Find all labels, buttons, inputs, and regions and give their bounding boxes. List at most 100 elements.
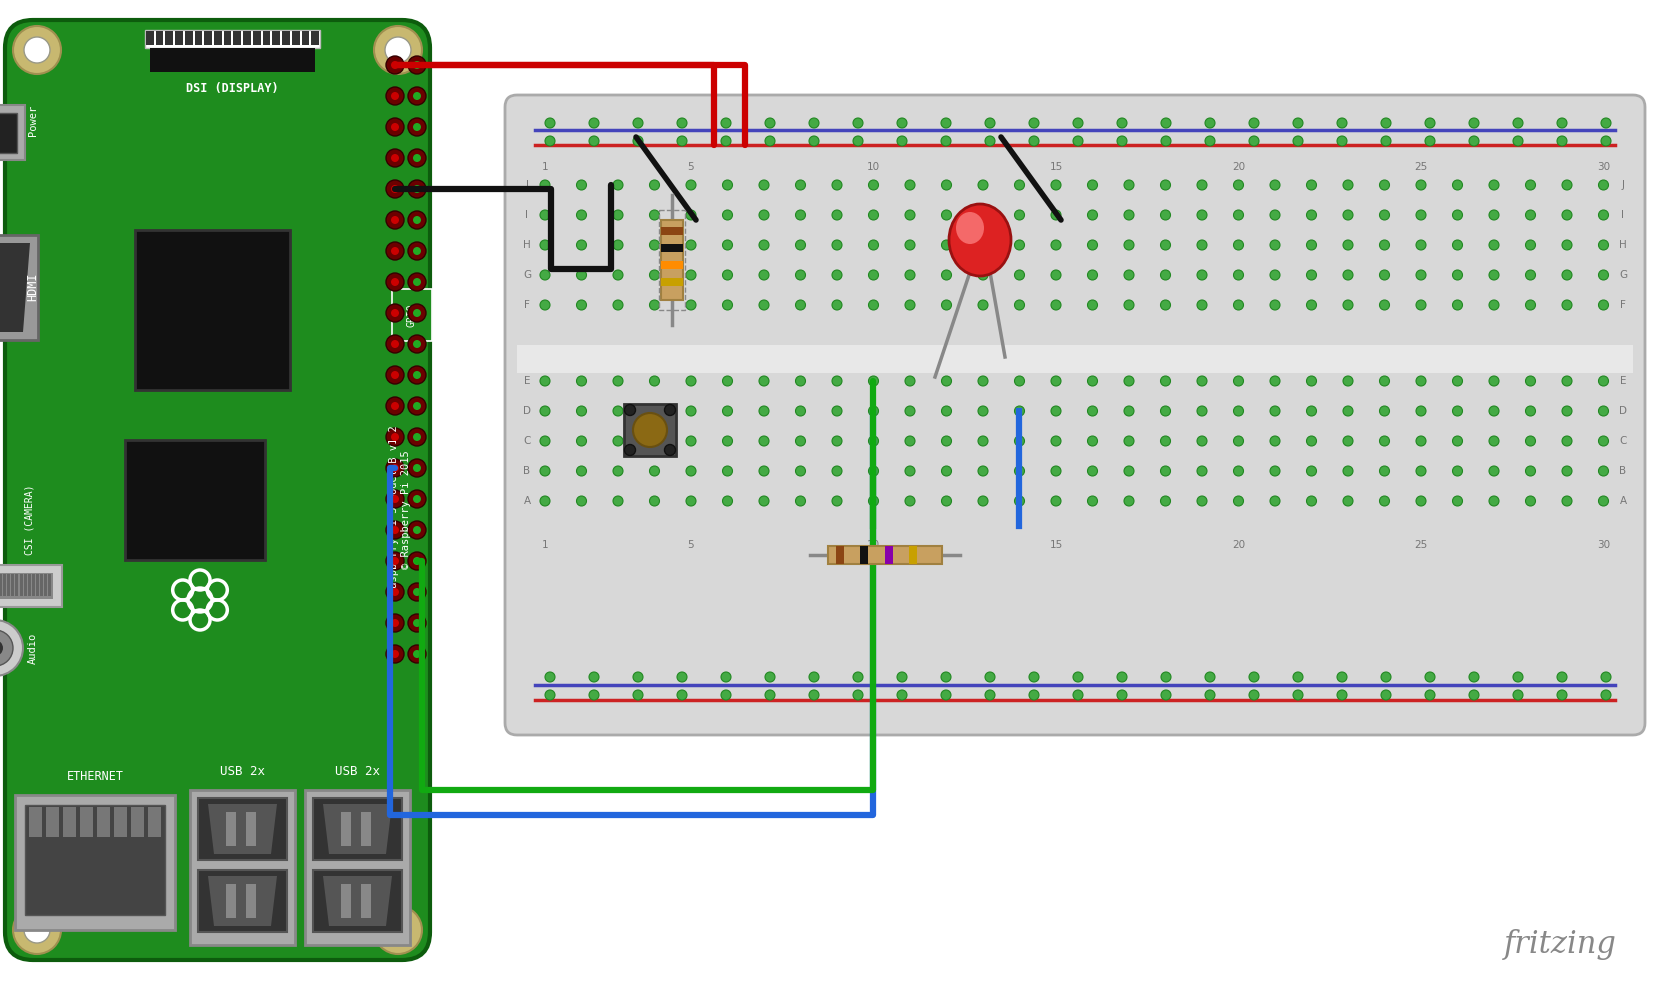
Circle shape — [1512, 136, 1522, 146]
Circle shape — [868, 496, 878, 506]
Circle shape — [1233, 180, 1243, 190]
Circle shape — [1087, 300, 1097, 310]
Circle shape — [1598, 180, 1608, 190]
Circle shape — [1305, 270, 1315, 280]
Circle shape — [386, 645, 403, 663]
Circle shape — [1305, 376, 1315, 386]
Circle shape — [391, 278, 398, 286]
Circle shape — [1415, 180, 1425, 190]
Circle shape — [1452, 376, 1462, 386]
Circle shape — [686, 300, 696, 310]
Circle shape — [1270, 270, 1280, 280]
Circle shape — [1415, 376, 1425, 386]
Circle shape — [413, 185, 420, 193]
Circle shape — [1487, 180, 1497, 190]
Circle shape — [540, 240, 550, 250]
Circle shape — [1424, 672, 1434, 682]
Text: B: B — [524, 466, 530, 476]
Circle shape — [391, 247, 398, 255]
Circle shape — [1051, 300, 1061, 310]
Circle shape — [649, 270, 659, 280]
Circle shape — [686, 240, 696, 250]
Bar — [661, 220, 683, 300]
Circle shape — [1379, 496, 1389, 506]
Circle shape — [1196, 436, 1206, 446]
Circle shape — [408, 521, 425, 539]
Circle shape — [1305, 180, 1315, 190]
Circle shape — [905, 300, 915, 310]
Circle shape — [977, 300, 987, 310]
Bar — [166, 31, 172, 45]
Circle shape — [1196, 210, 1206, 220]
Circle shape — [1561, 406, 1571, 416]
Circle shape — [765, 118, 775, 128]
Circle shape — [386, 304, 403, 322]
Circle shape — [1123, 406, 1133, 416]
Circle shape — [589, 690, 599, 700]
Circle shape — [545, 672, 555, 682]
Circle shape — [1524, 300, 1534, 310]
Circle shape — [868, 300, 878, 310]
Circle shape — [1452, 466, 1462, 476]
Circle shape — [386, 149, 403, 167]
Circle shape — [723, 210, 733, 220]
Circle shape — [1161, 690, 1171, 700]
Circle shape — [1487, 270, 1497, 280]
Text: 30: 30 — [1596, 162, 1609, 172]
Circle shape — [391, 371, 398, 379]
Circle shape — [723, 436, 733, 446]
Circle shape — [540, 300, 550, 310]
Bar — [226, 812, 236, 846]
Circle shape — [1452, 270, 1462, 280]
Circle shape — [576, 496, 586, 506]
Circle shape — [831, 210, 842, 220]
Circle shape — [868, 210, 878, 220]
Circle shape — [386, 428, 403, 446]
Circle shape — [1087, 240, 1097, 250]
Circle shape — [1337, 136, 1347, 146]
Bar — [20, 574, 23, 596]
Text: Audio: Audio — [28, 633, 38, 663]
Circle shape — [1196, 466, 1206, 476]
Circle shape — [1051, 466, 1061, 476]
Circle shape — [576, 240, 586, 250]
Circle shape — [408, 273, 425, 291]
Circle shape — [1161, 118, 1171, 128]
Text: A: A — [524, 496, 530, 506]
Circle shape — [1270, 496, 1280, 506]
Circle shape — [0, 640, 3, 656]
Circle shape — [1205, 690, 1215, 700]
Circle shape — [758, 180, 768, 190]
Circle shape — [758, 210, 768, 220]
Circle shape — [721, 672, 731, 682]
Bar — [885, 546, 892, 564]
Circle shape — [1380, 672, 1390, 682]
Circle shape — [1051, 270, 1061, 280]
Circle shape — [808, 118, 818, 128]
Bar — [97, 807, 110, 837]
Bar — [151, 48, 315, 72]
Circle shape — [391, 588, 398, 596]
Bar — [835, 546, 843, 564]
Circle shape — [1270, 436, 1280, 446]
Circle shape — [664, 405, 676, 416]
Circle shape — [664, 445, 676, 455]
Circle shape — [686, 270, 696, 280]
Circle shape — [386, 521, 403, 539]
Circle shape — [1342, 376, 1352, 386]
Circle shape — [758, 406, 768, 416]
Circle shape — [1599, 690, 1609, 700]
Circle shape — [795, 270, 805, 280]
Circle shape — [1379, 270, 1389, 280]
Circle shape — [1029, 118, 1039, 128]
Circle shape — [686, 436, 696, 446]
Circle shape — [1380, 136, 1390, 146]
Circle shape — [545, 690, 555, 700]
Circle shape — [868, 406, 878, 416]
Bar — [49, 574, 52, 596]
Circle shape — [1087, 270, 1097, 280]
Bar — [130, 807, 144, 837]
Circle shape — [1337, 118, 1347, 128]
Circle shape — [1087, 210, 1097, 220]
Circle shape — [413, 433, 420, 441]
